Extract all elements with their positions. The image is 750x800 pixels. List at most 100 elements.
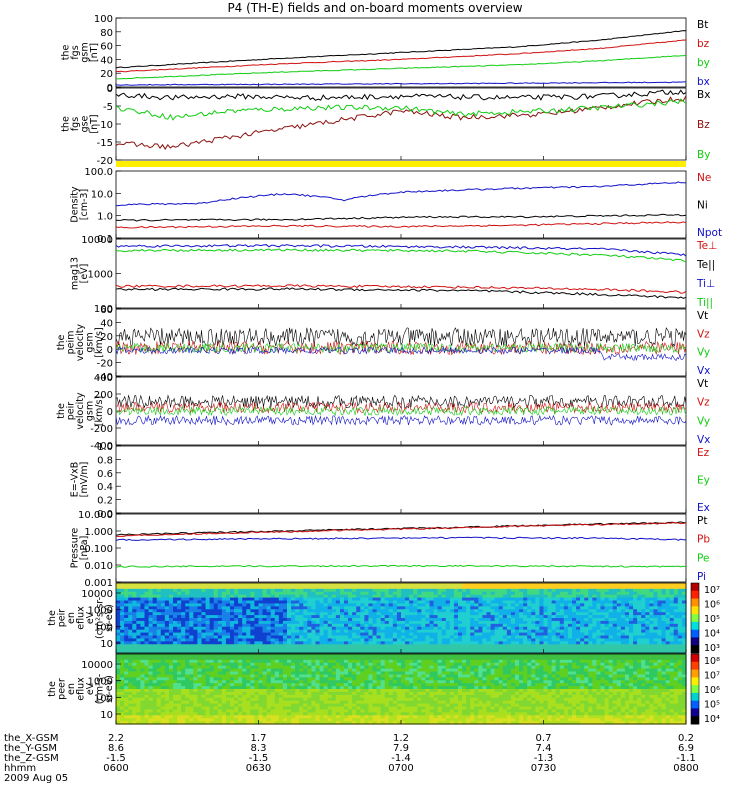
spectrogram-cell xyxy=(217,697,223,702)
spectrogram-cell xyxy=(254,626,260,631)
spectrogram-cell xyxy=(246,635,251,640)
spectrogram-cell xyxy=(519,606,524,610)
spectrogram-cell xyxy=(339,712,345,716)
spectrogram-cell xyxy=(604,620,610,625)
spectrogram-cell xyxy=(246,594,251,599)
spectrogram-cell xyxy=(624,629,630,634)
spectrogram-cell xyxy=(352,659,357,664)
spectrogram-cell xyxy=(181,694,186,699)
spectrogram-cell xyxy=(168,635,174,640)
spectrogram-cell xyxy=(319,674,325,678)
spectrogram-cell xyxy=(156,644,162,648)
spectrogram-cell xyxy=(453,623,459,628)
spectrogram-cell xyxy=(262,597,268,602)
spectrogram-cell xyxy=(299,615,304,619)
spectrogram-cell xyxy=(323,612,329,616)
spectrogram-cell xyxy=(372,618,378,622)
spectrogram-cell xyxy=(567,603,573,607)
spectrogram-cell xyxy=(148,600,154,605)
spectrogram-cell xyxy=(152,709,158,713)
spectrogram-cell xyxy=(225,588,231,593)
spectrogram-cell xyxy=(230,588,235,593)
spectrogram-cell xyxy=(348,644,353,648)
spectrogram-cell xyxy=(156,618,162,622)
spectrogram-cell xyxy=(205,583,211,587)
spectrogram-cell xyxy=(193,644,199,648)
spectrogram-cell xyxy=(258,689,264,693)
spectrogram-cell xyxy=(384,594,390,599)
spectrogram-cell xyxy=(409,626,414,631)
spectrogram-cell xyxy=(173,706,178,711)
spectrogram-cell xyxy=(299,597,304,602)
spectrogram-cell xyxy=(413,603,418,607)
spectrogram-cell xyxy=(335,603,341,607)
spectrogram-cell xyxy=(278,650,284,654)
spectrogram-cell xyxy=(396,615,402,619)
spectrogram-cell xyxy=(132,656,137,661)
spectrogram-cell xyxy=(339,597,345,602)
spectrogram-cell xyxy=(551,591,557,596)
spectrogram-cell xyxy=(384,609,390,613)
spectrogram-cell xyxy=(177,680,182,684)
spectrogram-cell xyxy=(201,671,207,676)
spectrogram-cell xyxy=(681,600,687,605)
spectrogram-cell xyxy=(124,689,129,693)
spectrogram-cell xyxy=(262,591,268,596)
spectrogram-cell xyxy=(234,591,239,596)
spectrogram-cell xyxy=(588,635,593,640)
spectrogram-cell xyxy=(584,623,589,628)
spectrogram-cell xyxy=(120,715,125,719)
spectrogram-cell xyxy=(364,644,370,648)
spectrogram-cell xyxy=(572,638,577,642)
spectrogram-cell xyxy=(657,597,663,602)
spectrogram-cell xyxy=(234,600,239,605)
spectrogram-cell xyxy=(466,650,471,654)
spectrogram-cell xyxy=(124,626,129,631)
spectrogram-cell xyxy=(311,721,317,725)
spectrogram-cell xyxy=(116,680,121,684)
spectrogram-cell xyxy=(344,662,349,667)
spectrogram-cell xyxy=(193,703,199,708)
spectrogram-cell xyxy=(356,609,361,613)
spectrogram-cell xyxy=(633,638,638,642)
spectrogram-cell xyxy=(482,588,488,593)
spectrogram-cell xyxy=(173,650,178,654)
spectrogram-cell xyxy=(299,677,304,681)
spectrogram-cell xyxy=(258,706,264,711)
spectrogram-cell xyxy=(478,591,484,596)
spectrogram-cell xyxy=(356,632,361,637)
spectrogram-cell xyxy=(132,597,137,602)
spectrogram-cell xyxy=(299,721,304,725)
spectrogram-cell xyxy=(323,677,329,681)
spectrogram-cell xyxy=(559,609,565,613)
spectrogram-cell xyxy=(539,618,545,622)
spectrogram-cell xyxy=(205,588,211,593)
spectrogram-cell xyxy=(315,609,321,613)
spectrogram-cell xyxy=(274,721,280,725)
spectrogram-cell xyxy=(673,603,679,607)
spectrogram-cell xyxy=(470,615,475,619)
spectrogram-cell xyxy=(327,680,333,684)
spectrogram-cell xyxy=(608,585,614,590)
spectrogram-cell xyxy=(282,647,288,651)
spectrogram-cell xyxy=(173,644,178,648)
spectrogram-cell xyxy=(368,632,374,637)
spectrogram-cell xyxy=(559,650,565,654)
spectrogram-cell xyxy=(173,671,178,676)
spectrogram-cell xyxy=(474,597,479,602)
spectrogram-cell xyxy=(368,641,374,645)
spectrogram-cell xyxy=(396,591,402,596)
spectrogram-cell xyxy=(266,615,272,619)
ytick-label: 0.001 xyxy=(84,578,113,589)
spectrogram-cell xyxy=(458,609,463,613)
colorbar-segment xyxy=(691,629,699,638)
spectrogram-cell xyxy=(201,683,207,687)
spectrogram-cell xyxy=(197,654,203,658)
spectrogram-cell xyxy=(250,629,256,634)
spectrogram-cell xyxy=(413,644,418,648)
spectrogram-cell xyxy=(604,588,610,593)
spectrogram-cell xyxy=(225,618,231,622)
spectrogram-cell xyxy=(523,629,528,634)
spectrogram-cell xyxy=(392,650,398,654)
spectrogram-cell xyxy=(344,597,349,602)
